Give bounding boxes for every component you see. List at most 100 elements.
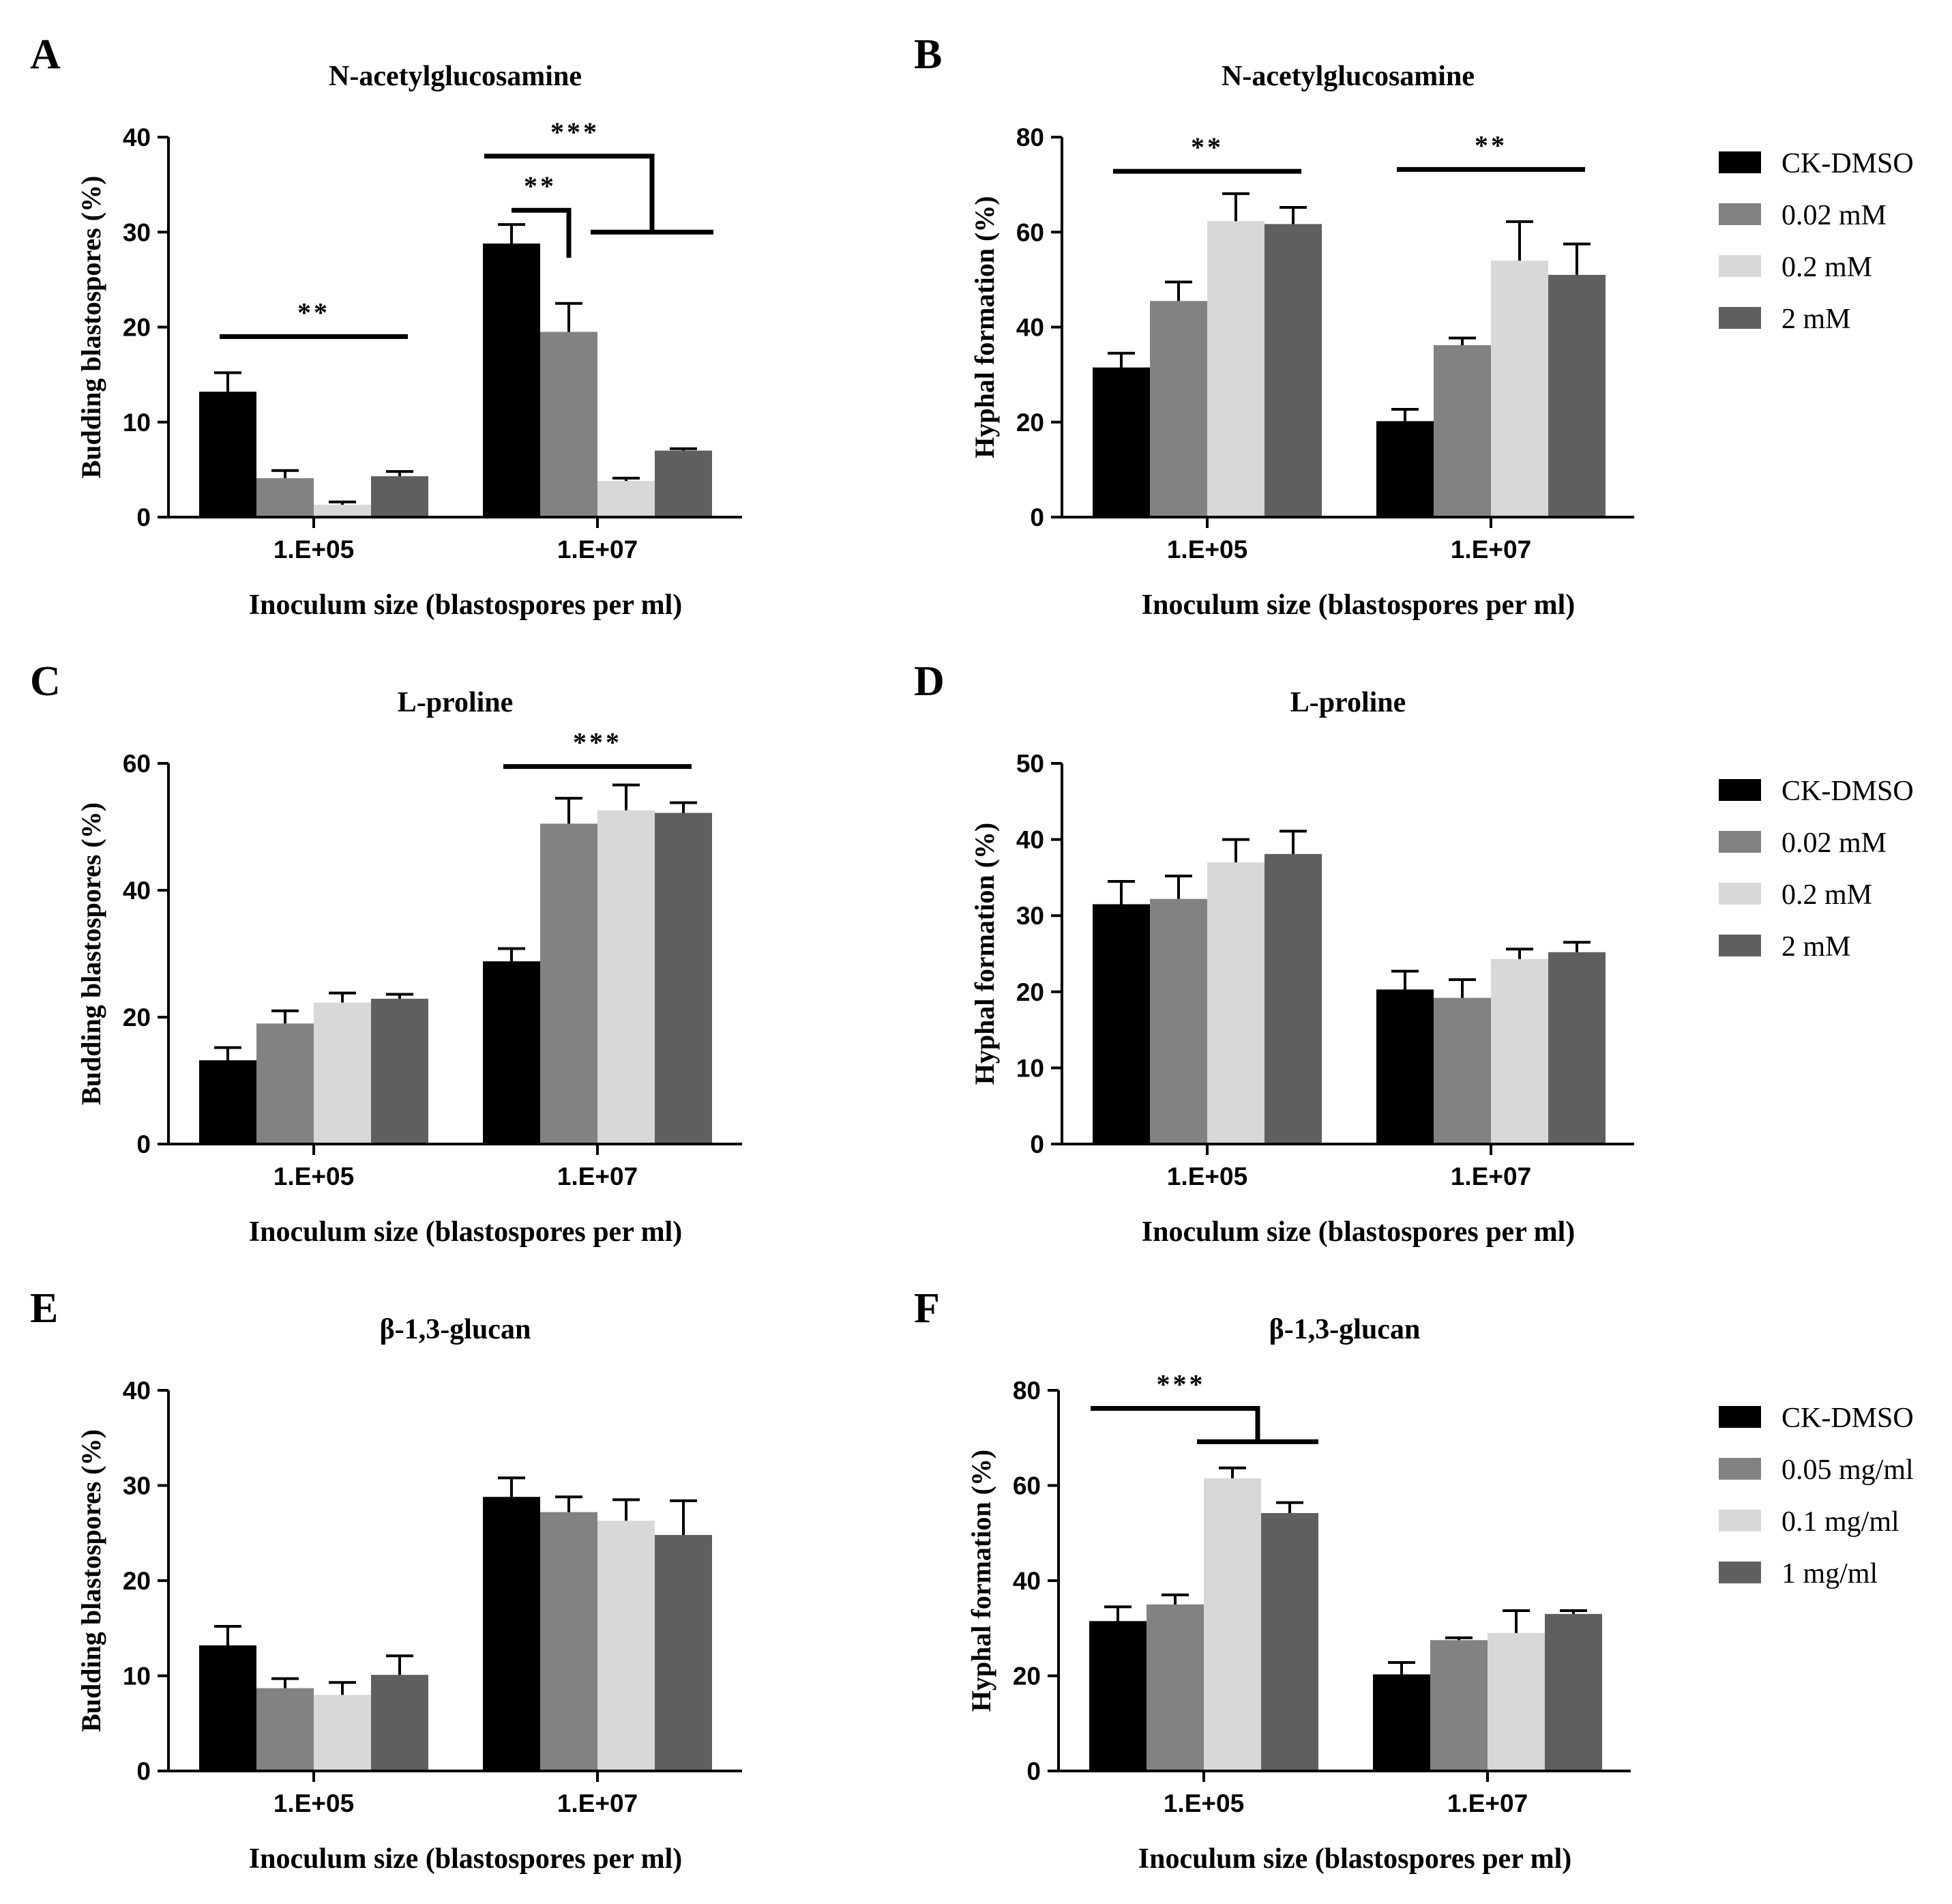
y-tick-label: 20 — [123, 314, 151, 342]
bar — [1376, 421, 1434, 517]
bar — [1089, 1621, 1147, 1771]
y-tick-label: 10 — [123, 409, 151, 437]
y-tick-label: 40 — [1016, 826, 1044, 854]
y-tick-label: 30 — [1016, 902, 1044, 930]
legend-label: 2 mM — [1781, 304, 1851, 335]
significance-label: *** — [1157, 1369, 1206, 1400]
bar — [1207, 862, 1265, 1144]
bar — [1265, 853, 1322, 1144]
x-tick-label: 1.E+05 — [273, 536, 354, 563]
legend-swatch — [1719, 151, 1761, 173]
y-tick-label: 20 — [1016, 409, 1044, 437]
panel-letter: E — [30, 1285, 58, 1332]
y-axis-label: Budding blastospores (%) — [76, 1429, 106, 1732]
y-tick-label: 60 — [1016, 218, 1044, 246]
legend-f: CK-DMSO 0.05 mg/ml 0.1 mg/ml 1 mg/ml — [1719, 1403, 1914, 1590]
x-axis-label: Inoculum size (blastospores per ml) — [249, 1843, 682, 1875]
chart-title: L-proline — [398, 687, 514, 718]
bar — [1373, 1674, 1430, 1771]
x-axis-label: Inoculum size (blastospores per ml) — [1142, 589, 1575, 621]
chart-title: L-proline — [1290, 687, 1406, 718]
legend-swatch — [1719, 1458, 1761, 1480]
legend-swatch — [1719, 935, 1761, 956]
legend-label: 1 mg/ml — [1781, 1558, 1878, 1590]
bar — [314, 1002, 371, 1144]
bar — [199, 1060, 256, 1144]
y-tick-label: 60 — [1013, 1472, 1041, 1500]
y-tick-label: 60 — [123, 750, 151, 778]
y-tick-label: 20 — [1013, 1663, 1041, 1690]
y-tick-label: 0 — [1026, 1757, 1041, 1785]
bar — [1207, 221, 1265, 517]
bar — [1265, 224, 1322, 517]
y-tick-label: 20 — [1016, 978, 1044, 1006]
chart-title: N-acetylglucosamine — [1222, 61, 1475, 92]
bar — [1434, 997, 1491, 1144]
bar — [483, 961, 540, 1144]
legend-swatch — [1719, 307, 1761, 329]
y-tick-label: 0 — [136, 1130, 151, 1158]
y-axis-label: Hyphal formation (%) — [966, 1450, 996, 1712]
bar — [1491, 958, 1548, 1144]
bar — [1430, 1640, 1488, 1771]
x-tick-label: 1.E+05 — [273, 1162, 354, 1190]
bar — [256, 478, 314, 517]
y-tick-label: 10 — [1016, 1054, 1044, 1082]
bar — [1150, 301, 1207, 517]
panel-c: C L-proline 0 20 40 60 1.E+05 1.E+07 Inoculum si… — [30, 658, 742, 1248]
legend-label: 0.02 mM — [1781, 827, 1887, 859]
x-tick-label: 1.E+07 — [1447, 1789, 1528, 1817]
bar — [540, 332, 597, 517]
x-tick-label: 1.E+05 — [1167, 536, 1247, 563]
x-tick-label: 1.E+05 — [1167, 1162, 1247, 1190]
y-tick-label: 20 — [123, 1004, 151, 1031]
bar — [199, 392, 256, 517]
bar — [483, 243, 540, 517]
bar — [1150, 898, 1207, 1144]
legend-swatch — [1719, 779, 1761, 801]
significance-label: ** — [297, 297, 330, 327]
legend-label: 0.05 mg/ml — [1781, 1454, 1914, 1486]
y-tick-label: 50 — [1016, 750, 1044, 778]
bar — [597, 1521, 655, 1771]
x-tick-label: 1.E+05 — [1164, 1789, 1244, 1817]
bar — [1093, 904, 1150, 1144]
legend-swatch — [1719, 883, 1761, 905]
bar — [1204, 1478, 1261, 1771]
legend-swatch — [1719, 1510, 1761, 1532]
y-tick-label: 40 — [123, 123, 151, 151]
bar — [1147, 1604, 1204, 1771]
x-tick-label: 1.E+07 — [1451, 1162, 1531, 1190]
bar — [256, 1023, 314, 1144]
chart-title: β-1,3-glucan — [1269, 1314, 1421, 1345]
x-tick-label: 1.E+07 — [557, 1789, 638, 1817]
chart-title: β-1,3-glucan — [380, 1314, 531, 1345]
significance-label: *** — [550, 117, 600, 147]
panel-a: A N-acetylglucosamine 0 10 20 30 40 1.E+05 1.E+0… — [30, 31, 742, 621]
bar — [540, 823, 597, 1144]
legend-label: CK-DMSO — [1781, 1403, 1914, 1434]
legend-swatch — [1719, 1562, 1761, 1583]
bar — [314, 1695, 371, 1771]
bar — [655, 812, 712, 1144]
bar — [483, 1497, 540, 1771]
x-axis-label: Inoculum size (blastospores per ml) — [1142, 1216, 1575, 1248]
bar — [655, 450, 712, 517]
bar — [1434, 345, 1491, 517]
panel-letter: D — [914, 658, 945, 705]
legend-d: CK-DMSO 0.02 mM 0.2 mM 2 mM — [1719, 776, 1914, 963]
bar — [1488, 1632, 1545, 1771]
legend-label: 0.1 mg/ml — [1781, 1506, 1899, 1538]
y-tick-label: 0 — [1030, 503, 1044, 531]
bar — [1548, 274, 1606, 517]
panel-d: D L-proline 0 10 20 30 40 50 1.E+05 1.E+07 Inoculu… — [914, 658, 1634, 1248]
bar — [1376, 989, 1434, 1144]
chart-title: N-acetylglucosamine — [329, 61, 582, 92]
significance-bracket — [484, 153, 655, 233]
legend-label: 0.02 mM — [1781, 200, 1887, 231]
legend-label: 0.2 mM — [1781, 879, 1872, 911]
y-axis-label: Hyphal formation (%) — [969, 823, 1000, 1085]
legend-label: 2 mM — [1781, 931, 1851, 963]
